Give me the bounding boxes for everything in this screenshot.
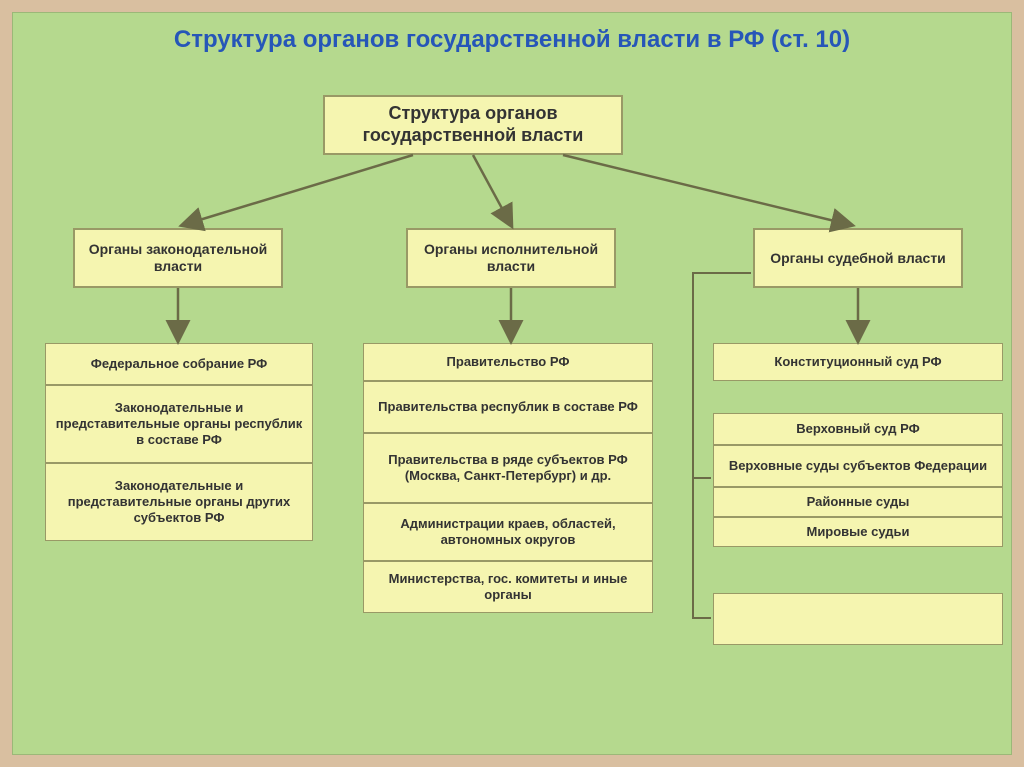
judicial-empty-box (713, 593, 1003, 645)
executive-item: Министерства, гос. комитеты и иные орган… (363, 561, 653, 613)
root-node: Структура органов государственной власти (323, 95, 623, 155)
legislative-header: Органы законодательной власти (73, 228, 283, 288)
legislative-item: Федеральное собрание РФ (45, 343, 313, 385)
legislative-item: Законодательные и представительные орган… (45, 463, 313, 541)
judicial-header: Органы судебной власти (753, 228, 963, 288)
judicial-item: Конституционный суд РФ (713, 343, 1003, 381)
judicial-group-item: Районные суды (713, 487, 1003, 517)
executive-item: Правительство РФ (363, 343, 653, 381)
judicial-group-item: Верховные суды субъектов Федерации (713, 445, 1003, 487)
judicial-group-item: Верховный суд РФ (713, 413, 1003, 445)
executive-item: Правительства республик в составе РФ (363, 381, 653, 433)
executive-item: Правительства в ряде субъектов РФ (Москв… (363, 433, 653, 503)
page-title: Структура органов государственной власти… (13, 13, 1011, 61)
legislative-item: Законодательные и представительные орган… (45, 385, 313, 463)
executive-header: Органы исполнительной власти (406, 228, 616, 288)
slide-frame: Структура органов государственной власти… (12, 12, 1012, 755)
judicial-group-item: Мировые судьи (713, 517, 1003, 547)
executive-item: Администрации краев, областей, автономны… (363, 503, 653, 561)
